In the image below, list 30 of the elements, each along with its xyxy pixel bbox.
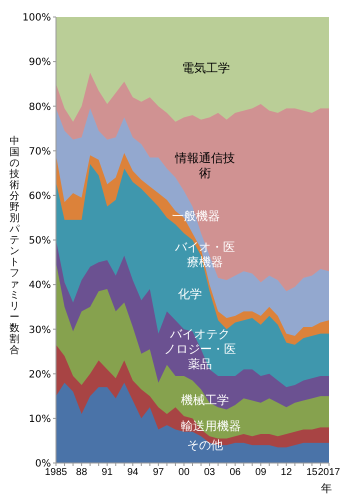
y-tick-label: 90% [28, 57, 51, 68]
y-tick-label: 40% [28, 280, 51, 292]
x-axis-title: 年 [321, 481, 332, 496]
y-tick-label: 20% [28, 369, 51, 380]
series-label: 化学 [177, 287, 203, 302]
series-label: 電気工学 [181, 61, 231, 76]
x-tick-label: 91 [102, 467, 114, 478]
x-tick-label: 2017 [318, 467, 341, 478]
y-tick-label: 70% [28, 146, 51, 158]
y-tick-label: 30% [28, 324, 51, 336]
x-tick-label: 88 [76, 467, 88, 478]
x-tick-label: 03 [204, 467, 216, 478]
x-tick-label: 97 [152, 467, 164, 478]
x-tick-label: 94 [127, 467, 139, 478]
x-tick-label: 09 [255, 467, 267, 478]
y-tick-label: 10% [28, 414, 51, 425]
series-label: 機械工学 [180, 393, 230, 408]
y-tick-label: 60% [28, 190, 51, 202]
x-tick-label: 06 [230, 467, 242, 478]
text: 中国の技術分野別パテントファミリー数割合 [10, 136, 20, 356]
x-tick-label: 12 [280, 467, 292, 478]
series-label: 情報通信技術 [174, 151, 236, 181]
series-label: 輸送用機器 [180, 419, 242, 434]
x-tick-label: 1985 [44, 467, 68, 478]
y-tick-label: 100% [22, 12, 51, 24]
y-tick-label: 80% [28, 102, 51, 113]
x-tick-label: 15 [306, 467, 318, 478]
y-tick-label: 50% [28, 236, 51, 247]
x-tick-label: 00 [178, 467, 190, 478]
series-label: バイオテクノロジー・医薬品 [163, 327, 237, 372]
